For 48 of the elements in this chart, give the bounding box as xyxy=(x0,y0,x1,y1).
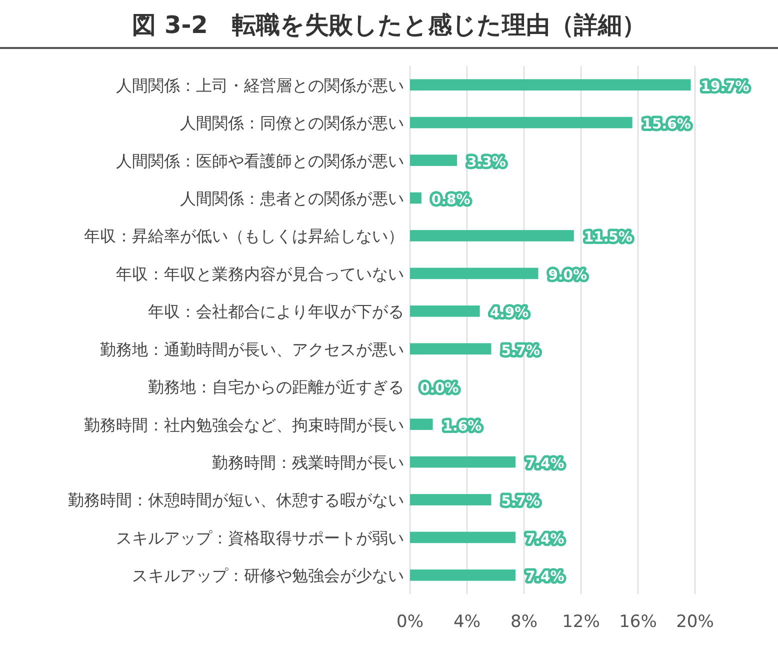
data-label: 19.7% xyxy=(700,78,750,95)
bar xyxy=(410,79,691,91)
y-tick-label: 勤務時間：休憩時間が短い、休憩する暇がない xyxy=(68,490,404,510)
x-tick-label: 12% xyxy=(562,612,600,632)
bar xyxy=(410,192,422,204)
bar xyxy=(410,343,492,355)
bar xyxy=(410,116,632,128)
x-tick-label: 16% xyxy=(619,612,657,632)
y-tick-label: 人間関係：患者との関係が悪い xyxy=(180,189,404,208)
y-tick-label: 年収：会社都合により年収が下がる xyxy=(148,302,404,322)
data-label: 5.7% xyxy=(501,494,540,510)
data-label: 9.0% xyxy=(548,267,588,284)
data-label: 7.4% xyxy=(525,531,564,548)
bar xyxy=(410,494,492,506)
bar xyxy=(410,154,458,166)
x-tick-label: 8% xyxy=(510,612,538,632)
data-label: 1.6% xyxy=(442,418,482,434)
y-tick-label: 勤務地：自宅からの距離が近すぎる xyxy=(148,378,404,397)
x-tick-label: 4% xyxy=(454,612,480,632)
y-tick-label: 年収：年収と業務内容が見合っていない xyxy=(116,264,404,284)
bar xyxy=(410,569,516,581)
y-tick-label: 人間関係：医師や看護師との関係が悪い xyxy=(116,151,404,170)
x-tick-label: 20% xyxy=(676,612,714,632)
y-tick-label: 勤務時間：社内勉強会など、拘束時間が長い xyxy=(84,415,404,434)
y-tick-label: 人間関係：上司・経営層との関係が悪い xyxy=(116,76,404,95)
data-label: 0.8% xyxy=(431,192,470,208)
y-tick-label: 人間関係：同僚との関係が悪い xyxy=(180,114,404,133)
data-label: 7.4% xyxy=(525,456,564,472)
data-label: 5.7% xyxy=(501,342,540,359)
y-tick-label: スキルアップ：研修や勉強会が少ない xyxy=(132,566,404,586)
data-label: 3.3% xyxy=(467,154,506,170)
y-tick-label: 勤務時間：残業時間が長い xyxy=(212,453,404,472)
data-label: 4.9% xyxy=(490,305,529,322)
y-tick-label: 勤務地：通勤時間が長い、アクセスが悪い xyxy=(100,340,404,359)
bar xyxy=(410,305,480,317)
bar xyxy=(410,418,433,430)
data-label: 11.5% xyxy=(584,230,632,246)
chart-title: 図 3-2 転職を失敗したと感じた理由（詳細） xyxy=(132,11,646,39)
bar xyxy=(410,230,574,242)
data-label: 0.0% xyxy=(420,380,459,397)
bar xyxy=(410,456,516,468)
x-tick-label: 0% xyxy=(396,612,424,632)
y-tick-label: スキルアップ：資格取得サポートが弱い xyxy=(116,528,404,548)
data-label: 7.4% xyxy=(525,569,564,586)
y-tick-label: 年収：昇給率が低い（もしくは昇給しない） xyxy=(84,226,404,246)
data-label: 15.6% xyxy=(642,116,691,133)
bar xyxy=(410,532,516,544)
bar xyxy=(410,268,538,280)
